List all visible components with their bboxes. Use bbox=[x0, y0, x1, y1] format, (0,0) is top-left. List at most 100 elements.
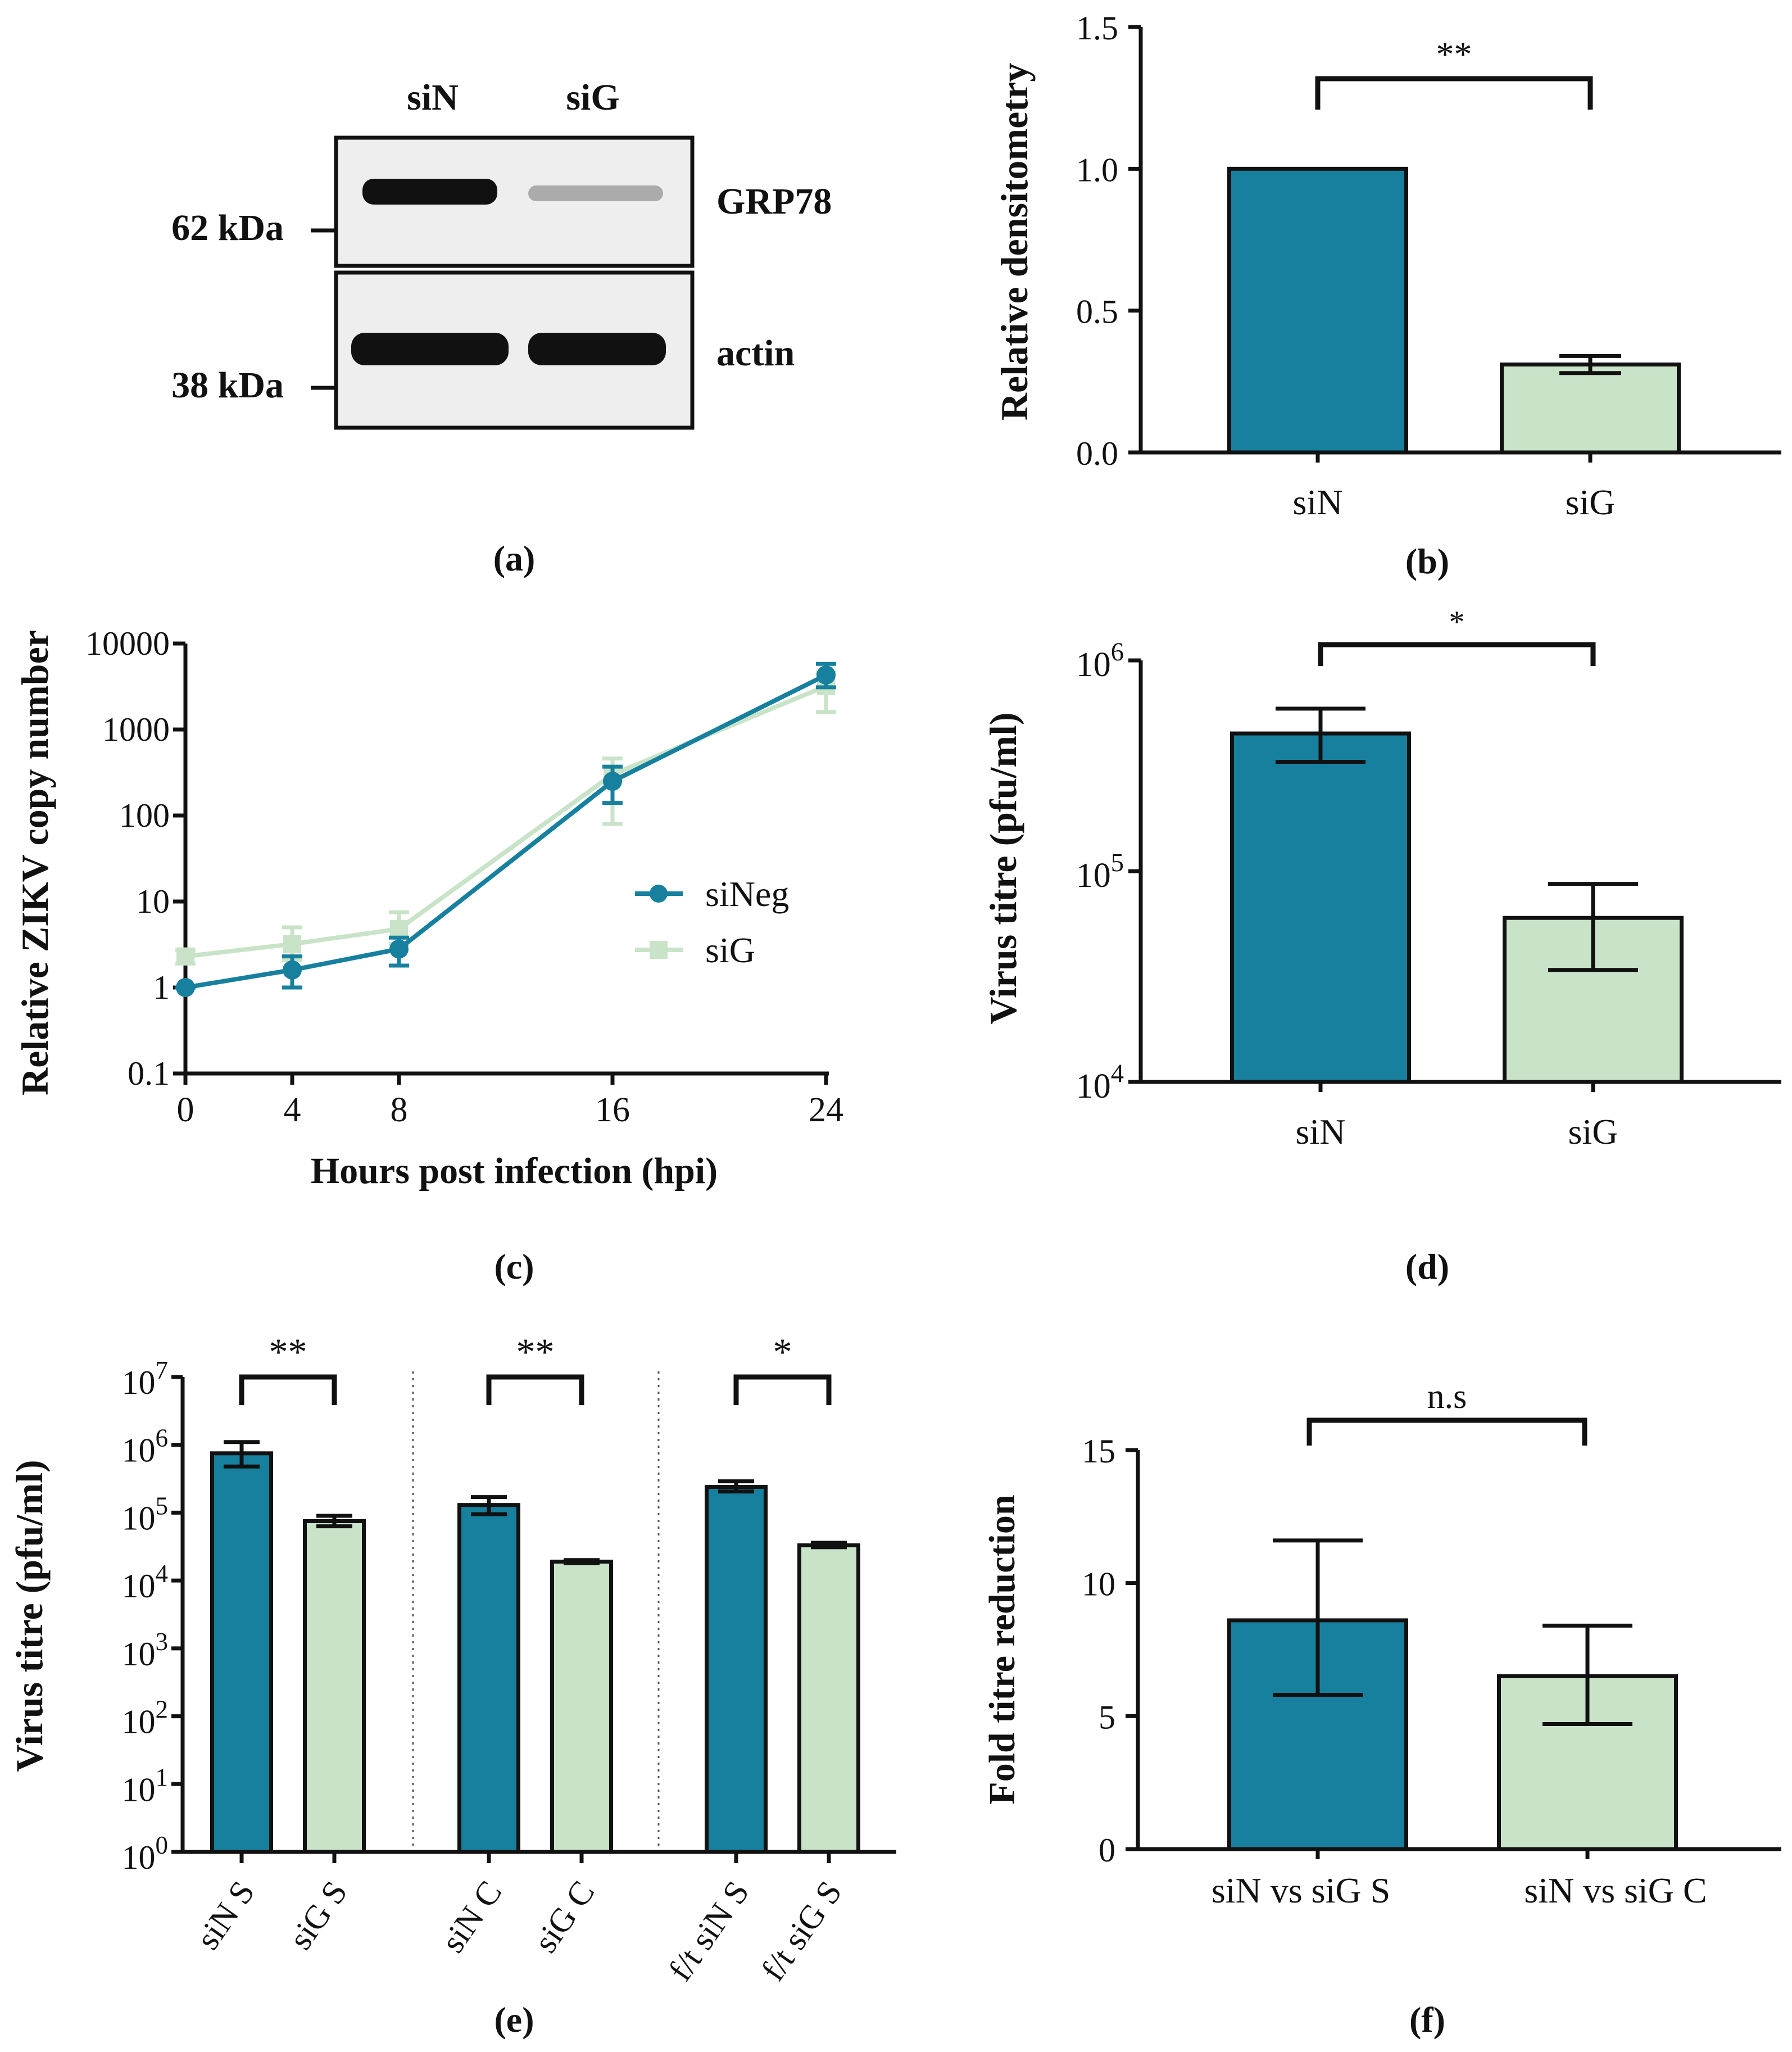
y-tick-label-10e3-exponent: 3 bbox=[156, 1628, 169, 1656]
errorbar-siN-S bbox=[224, 1440, 260, 1469]
y-tick-label-0.5: 0.5 bbox=[1076, 293, 1118, 330]
y-tick-label-10e4: 104 bbox=[1076, 1059, 1124, 1106]
y-axis-label: Virus titre (pfu/ml) bbox=[982, 712, 1024, 1024]
wb-marker-38kda: 38 kDa bbox=[171, 365, 284, 406]
y-tick-label-0.1: 0.1 bbox=[128, 1055, 170, 1092]
y-tick-label-5: 5 bbox=[1099, 1698, 1115, 1736]
y-tick-label-10e4-exponent: 4 bbox=[1111, 1059, 1124, 1088]
significance-bracket: * bbox=[1318, 605, 1596, 666]
x-tick-label-1: siN vs siG C bbox=[1524, 1870, 1707, 1910]
x-tick-label-4: 4 bbox=[284, 1091, 301, 1129]
errorbar-siG-C bbox=[564, 1558, 600, 1565]
x-tick-label-siN: siN bbox=[1296, 1112, 1346, 1152]
errorbar-0 bbox=[1273, 1538, 1363, 1697]
significance-bracket-0: ** bbox=[239, 1330, 337, 1405]
bar-siN bbox=[1230, 731, 1411, 1084]
panel-a-western-blot: siN siG GRP78 actin 62 kDa 38 kDa (a) bbox=[171, 77, 832, 578]
y-tick-label-10e6: 106 bbox=[1076, 638, 1124, 684]
y-tick-label-10e4: 104 bbox=[122, 1560, 169, 1605]
y-tick-label-10e6-exponent: 6 bbox=[1111, 638, 1124, 667]
y-tick-label-10e1-exponent: 1 bbox=[156, 1763, 169, 1791]
wb-lane-label-siG: siG bbox=[566, 77, 619, 118]
x-tick-label-0: 0 bbox=[177, 1091, 194, 1129]
errorbar-siN bbox=[1276, 706, 1365, 764]
y-tick-label-1.5: 1.5 bbox=[1076, 10, 1118, 47]
bar-f-t-siG-S bbox=[797, 1543, 860, 1854]
y-tick-label-10e3: 103 bbox=[122, 1628, 169, 1673]
wb-marker-62kda: 62 kDa bbox=[171, 207, 284, 248]
legend-marker-siNeg bbox=[650, 885, 668, 903]
significance-bracket-1-label: ** bbox=[516, 1330, 555, 1373]
y-tick-label-10e4-base: 10 bbox=[122, 1568, 156, 1605]
significance-bracket-line bbox=[1318, 642, 1596, 666]
y-tick-label-1000: 1000 bbox=[102, 711, 170, 748]
x-tick-label-1: siG S bbox=[282, 1874, 355, 1956]
errorbar-siN-C bbox=[471, 1495, 507, 1516]
chart-fold-titre-reduction: siN vs siG S siN vs siG C 0 5 10 15 Fold titre… bbox=[982, 1378, 1781, 1910]
y-axis-label: Virus titre (pfu/ml) bbox=[8, 1460, 51, 1772]
panel-caption-e: (e) bbox=[494, 2000, 534, 2040]
legend-label-siG: siG bbox=[705, 930, 755, 970]
y-tick-label-10e6: 106 bbox=[122, 1424, 169, 1469]
legend-marker-siG bbox=[650, 941, 668, 959]
x-tick-label-siN: siN bbox=[1293, 482, 1343, 522]
y-tick-label-10e3-base: 10 bbox=[122, 1636, 156, 1673]
y-tick-label-10e7-exponent: 7 bbox=[156, 1356, 169, 1384]
point-siNeg-4 bbox=[283, 960, 302, 980]
bar-siN-S bbox=[210, 1451, 273, 1854]
series-line-siG bbox=[185, 684, 827, 959]
point-siNeg-8 bbox=[389, 939, 409, 959]
x-tick-label-16: 16 bbox=[595, 1091, 630, 1129]
errorbar-f-t-siG-S bbox=[811, 1541, 847, 1550]
x-tick-label-4: f/t siN S bbox=[661, 1874, 756, 1988]
series-siG bbox=[175, 671, 836, 966]
chart-zikv-copy-number: 0.1 1 10 100 1000 10000 0 4 8 16 24 siNeg siG Hours p… bbox=[13, 625, 843, 1192]
significance-bracket-line bbox=[1315, 76, 1593, 110]
y-tick-label-10e5-exponent: 5 bbox=[156, 1492, 169, 1520]
legend-label-siNeg: siNeg bbox=[705, 874, 789, 914]
y-tick-label-10e5-base: 10 bbox=[1076, 857, 1111, 895]
y-tick-label-10e6-base: 10 bbox=[122, 1432, 156, 1469]
y-tick-label-10e5: 105 bbox=[1076, 849, 1124, 895]
series-siNeg bbox=[175, 662, 836, 997]
wb-panel-grp78 bbox=[334, 135, 695, 268]
bar-siG-C bbox=[550, 1559, 613, 1854]
significance-bracket-label: n.s bbox=[1427, 1378, 1467, 1416]
errorbar-f-t-siN-S bbox=[718, 1479, 754, 1494]
y-tick-label-10e1: 101 bbox=[122, 1763, 169, 1808]
wb-lane-label-siN: siN bbox=[407, 77, 459, 118]
errorbar-siG bbox=[1559, 354, 1621, 375]
significance-bracket-2-label: * bbox=[773, 1330, 792, 1373]
wb-band-grp78-siG bbox=[528, 185, 663, 201]
y-tick-label-10e0: 100 bbox=[122, 1831, 169, 1876]
y-tick-label-10e2-exponent: 2 bbox=[156, 1696, 169, 1724]
significance-bracket-1: ** bbox=[486, 1330, 584, 1405]
significance-bracket-label: ** bbox=[1436, 34, 1472, 74]
y-axis-label: Relative ZIKV copy number bbox=[13, 630, 56, 1095]
x-tick-label-0: siN vs siG S bbox=[1212, 1870, 1390, 1910]
point-siG-8 bbox=[390, 919, 408, 938]
x-tick-label-8: 8 bbox=[391, 1091, 408, 1129]
y-tick-label-15: 15 bbox=[1082, 1433, 1115, 1470]
y-tick-label-10e7-base: 10 bbox=[122, 1364, 156, 1401]
y-tick-label-10e1-base: 10 bbox=[122, 1771, 156, 1808]
bar-siG bbox=[1500, 363, 1681, 455]
x-tick-label-24: 24 bbox=[809, 1091, 843, 1129]
y-tick-label-10e5: 105 bbox=[122, 1492, 169, 1537]
y-tick-label-0.0: 0.0 bbox=[1076, 435, 1118, 472]
y-tick-label-10e4-base: 10 bbox=[1076, 1067, 1111, 1106]
y-axis-label: Relative densitometry bbox=[993, 63, 1036, 420]
y-tick-label-10e2-base: 10 bbox=[122, 1704, 156, 1741]
y-tick-label-10: 10 bbox=[136, 883, 170, 920]
x-tick-label-2: siN C bbox=[434, 1874, 509, 1959]
errorbar-siG-S bbox=[316, 1514, 352, 1529]
y-tick-label-10e4-exponent: 4 bbox=[156, 1560, 169, 1588]
panel-caption-a: (a) bbox=[493, 538, 536, 578]
wb-band-label-actin: actin bbox=[716, 333, 795, 374]
x-tick-label-siG: siG bbox=[1566, 482, 1616, 522]
wb-band-actin-siG bbox=[528, 333, 666, 365]
x-axis-label: Hours post infection (hpi) bbox=[311, 1150, 718, 1192]
significance-bracket-0-line bbox=[239, 1374, 337, 1405]
